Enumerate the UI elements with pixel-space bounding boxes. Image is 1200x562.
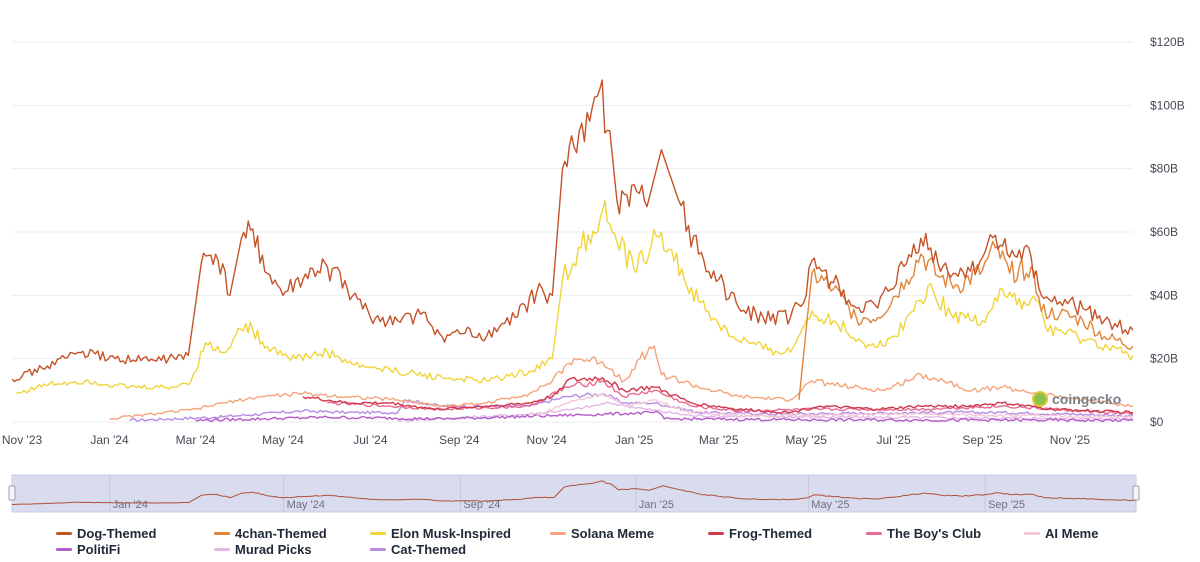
y-tick-label: $60B — [1150, 225, 1178, 239]
legend-label: The Boy's Club — [887, 526, 982, 541]
legend-label: 4chan-Themed — [235, 526, 327, 541]
watermark-text: coingecko — [1052, 391, 1121, 407]
legend-swatch-icon — [370, 532, 386, 535]
coingecko-watermark: coingecko — [1032, 391, 1121, 407]
y-tick-label: $120B — [1150, 35, 1185, 49]
x-tick-label: Nov '23 — [2, 433, 43, 447]
x-tick-label: Jan '24 — [90, 433, 129, 447]
legend-item[interactable]: Cat-Themed — [370, 542, 466, 557]
legend-swatch-icon — [370, 548, 386, 551]
legend-item[interactable]: AI Meme — [1024, 526, 1098, 541]
series-line-politifi — [195, 410, 1134, 423]
navigator-series-line — [12, 480, 1137, 505]
legend-swatch-icon — [866, 532, 882, 535]
series-line-solana-meme — [109, 345, 1134, 420]
navigator-handle-right[interactable] — [1132, 485, 1140, 501]
legend-swatch-icon — [550, 532, 566, 535]
legend-swatch-icon — [56, 532, 72, 535]
legend-swatch-icon — [1024, 532, 1040, 535]
legend-label: PolitiFi — [77, 542, 121, 557]
legend-item[interactable]: Dog-Themed — [56, 526, 156, 541]
navigator-tick-label: Jan '24 — [113, 499, 148, 511]
series-line-ai-meme — [536, 392, 1134, 419]
y-tick-label: $80B — [1150, 162, 1178, 176]
legend-item[interactable]: Solana Meme — [550, 526, 654, 541]
line-chart: $0 $20B $40B $60B $80B $100B $120B Nov '23 Jan … — [2, 35, 1185, 513]
x-tick-label: Sep '24 — [439, 433, 480, 447]
y-tick-label: $100B — [1150, 98, 1185, 112]
navigator-tick-label: May '25 — [811, 499, 849, 511]
legend-item[interactable]: Frog-Themed — [708, 526, 812, 541]
series-line-dog-themed — [11, 79, 1134, 383]
y-tick-label: $20B — [1150, 352, 1178, 366]
legend-label: Cat-Themed — [391, 542, 467, 557]
x-tick-label: Nov '24 — [527, 433, 568, 447]
x-axis: Nov '23 Jan '24 Mar '24 May '24 Jul '24 Sep '… — [2, 433, 1091, 447]
grid — [12, 41, 1133, 423]
legend-label: Frog-Themed — [729, 526, 813, 541]
legend-label: Murad Picks — [235, 542, 312, 557]
series-line-4chan-themed — [798, 240, 1134, 400]
navigator-selection[interactable] — [11, 474, 1137, 513]
legend-item[interactable]: Murad Picks — [214, 542, 312, 557]
x-tick-label: Sep '25 — [962, 433, 1003, 447]
x-tick-label: Nov '25 — [1050, 433, 1091, 447]
legend-swatch-icon — [214, 548, 230, 551]
legend-label: Solana Meme — [571, 526, 655, 541]
x-tick-label: May '25 — [785, 433, 827, 447]
navigator-handle-left[interactable] — [8, 485, 16, 501]
legend-swatch-icon — [56, 548, 72, 551]
navigator-tick-label: Sep '25 — [988, 499, 1025, 511]
navigator-tick-label: Sep '24 — [463, 499, 500, 511]
navigator-tick-label: May '24 — [287, 499, 325, 511]
navigator[interactable]: Jan '24 May '24 Sep '24 Jan '25 May '25 Sep '… — [8, 474, 1140, 513]
x-tick-label: May '24 — [262, 433, 304, 447]
y-tick-label: $0 — [1150, 415, 1164, 429]
legend-item[interactable]: The Boy's Club — [866, 526, 981, 541]
x-tick-label: Jan '25 — [615, 433, 654, 447]
legend-item[interactable]: PolitiFi — [56, 542, 120, 557]
series-line-elon-musk-inspired — [16, 199, 1134, 395]
series-line-frog-themed — [302, 376, 1134, 415]
x-tick-label: Mar '24 — [176, 433, 216, 447]
legend-item[interactable]: 4chan-Themed — [214, 526, 327, 541]
series-line-cat-themed — [129, 392, 1134, 423]
series-lines — [11, 79, 1134, 423]
navigator-tick-label: Jan '25 — [639, 499, 674, 511]
legend-swatch-icon — [708, 532, 724, 535]
x-tick-label: Mar '25 — [699, 433, 739, 447]
x-tick-label: Jul '24 — [353, 433, 388, 447]
legend-label: Elon Musk-Inspired — [391, 526, 511, 541]
x-tick-label: Jul '25 — [876, 433, 911, 447]
legend-item[interactable]: Elon Musk-Inspired — [370, 526, 511, 541]
y-axis: $0 $20B $40B $60B $80B $100B $120B — [1150, 35, 1185, 429]
legend-label: AI Meme — [1045, 526, 1099, 541]
legend-label: Dog-Themed — [77, 526, 157, 541]
legend-swatch-icon — [214, 532, 230, 535]
coingecko-logo-icon — [1032, 391, 1048, 407]
y-tick-label: $40B — [1150, 288, 1178, 302]
